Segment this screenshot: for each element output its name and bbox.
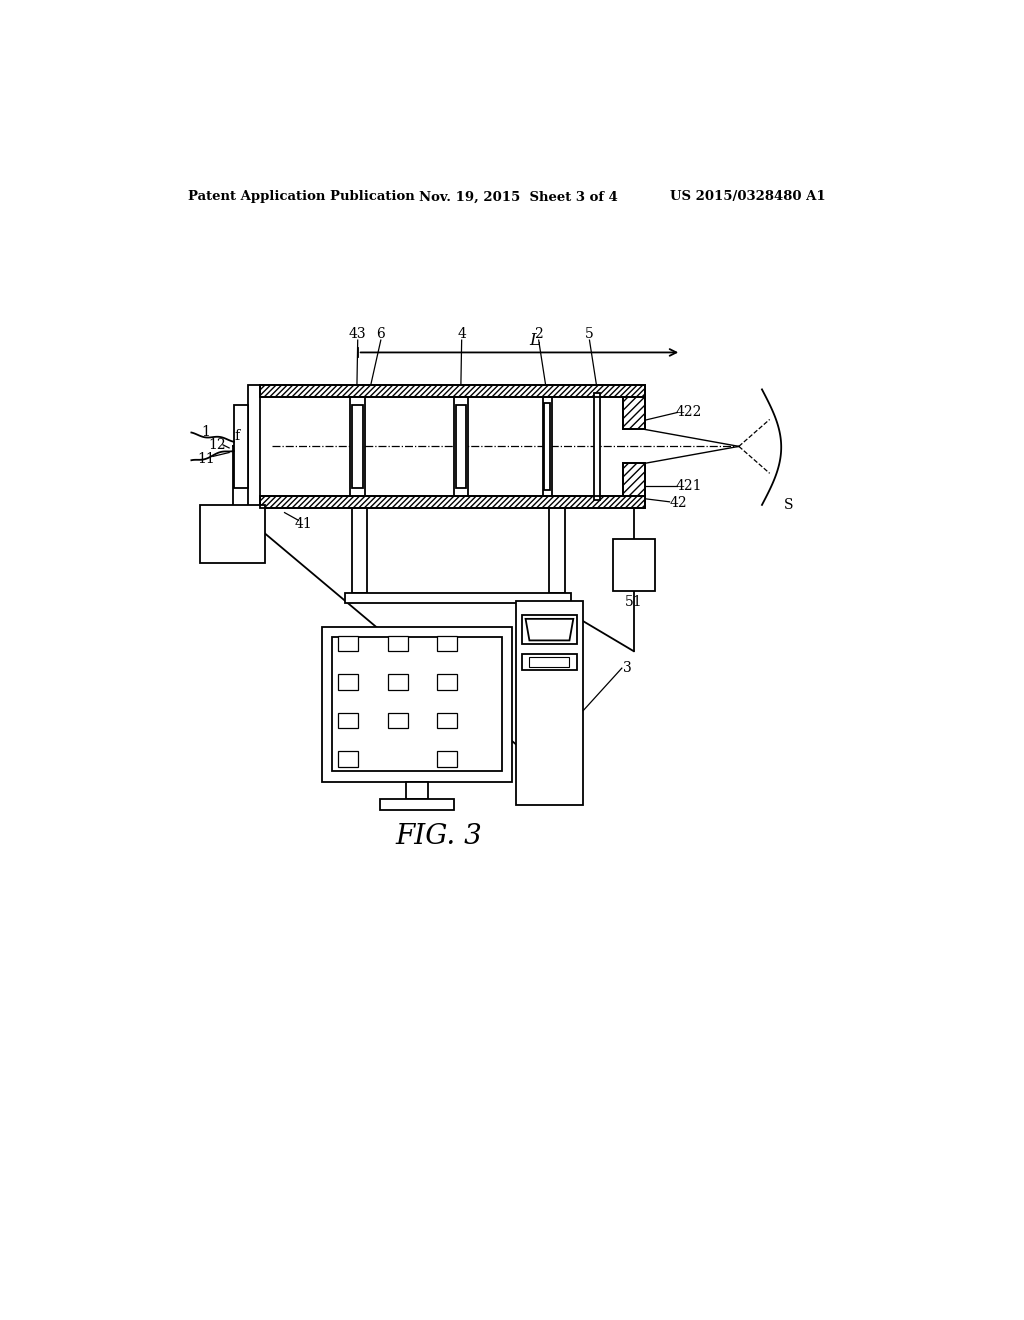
Bar <box>550 508 565 594</box>
Bar <box>260 385 645 397</box>
Bar <box>351 508 367 594</box>
Text: L: L <box>529 331 541 348</box>
Text: 3: 3 <box>623 661 632 675</box>
Bar <box>515 601 584 805</box>
Bar <box>322 627 512 781</box>
Bar <box>454 397 468 496</box>
Bar <box>388 713 408 729</box>
Bar <box>248 385 260 508</box>
Bar <box>624 463 645 496</box>
Bar <box>612 539 655 591</box>
Bar <box>260 495 645 508</box>
Bar <box>521 653 578 671</box>
Text: 6: 6 <box>377 327 385 341</box>
Bar <box>624 397 645 429</box>
Text: 11: 11 <box>198 451 215 466</box>
Bar <box>260 385 645 397</box>
Bar <box>529 656 569 668</box>
Text: Nov. 19, 2015  Sheet 3 of 4: Nov. 19, 2015 Sheet 3 of 4 <box>419 190 618 203</box>
Bar <box>544 404 550 490</box>
Bar <box>521 615 578 644</box>
Bar <box>339 751 358 767</box>
Text: 5: 5 <box>585 327 594 341</box>
Text: 421: 421 <box>676 479 702 492</box>
Text: Patent Application Publication: Patent Application Publication <box>188 190 415 203</box>
Text: 43: 43 <box>349 327 367 341</box>
Bar <box>352 405 364 488</box>
Bar <box>339 675 358 689</box>
Text: 42: 42 <box>670 496 687 511</box>
Text: 4: 4 <box>458 327 466 341</box>
Text: FIG. 3: FIG. 3 <box>395 822 482 850</box>
Text: 1: 1 <box>202 425 211 438</box>
Bar <box>381 799 454 810</box>
Text: f: f <box>234 429 240 442</box>
Bar <box>594 393 600 499</box>
Bar <box>333 638 502 771</box>
Text: US 2015/0328480 A1: US 2015/0328480 A1 <box>670 190 825 203</box>
Bar <box>624 397 645 429</box>
Bar <box>339 713 358 729</box>
Bar <box>339 636 358 651</box>
Bar <box>200 506 265 562</box>
Bar <box>437 713 457 729</box>
Bar <box>345 594 571 603</box>
Text: 422: 422 <box>676 405 702 420</box>
Bar <box>260 495 645 508</box>
Text: 12: 12 <box>208 438 225 451</box>
Bar <box>233 405 248 488</box>
Text: 2: 2 <box>535 327 543 341</box>
Text: 51: 51 <box>625 595 643 609</box>
Bar <box>388 636 408 651</box>
Bar <box>437 675 457 689</box>
Bar <box>437 636 457 651</box>
Bar <box>543 397 552 496</box>
Text: S: S <box>784 498 794 512</box>
Bar <box>388 675 408 689</box>
Bar <box>407 781 428 799</box>
Bar <box>437 751 457 767</box>
Bar <box>260 397 645 496</box>
Bar <box>624 463 645 496</box>
Bar <box>457 405 466 488</box>
Text: 41: 41 <box>295 517 312 531</box>
Bar <box>350 397 366 496</box>
